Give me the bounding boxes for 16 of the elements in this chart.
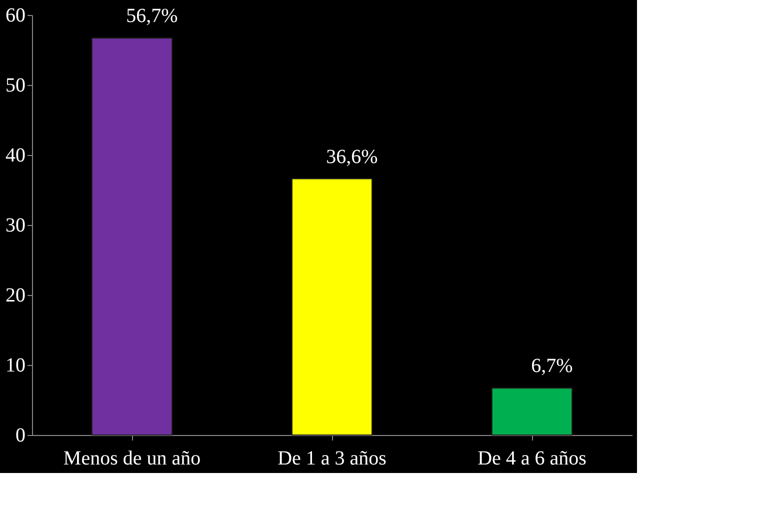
x-tick-label: Menos de un año (63, 448, 201, 470)
bar (92, 38, 172, 436)
y-tick-label: 30 (6, 214, 26, 236)
x-tick-label: De 4 a 6 años (478, 448, 587, 470)
y-tick-label: 40 (6, 144, 26, 166)
bar (292, 178, 372, 436)
x-tick-label: De 1 a 3 años (278, 448, 387, 470)
data-label: 56,7% (126, 5, 178, 28)
y-tick-label: 60 (6, 4, 26, 26)
y-tick-label: 10 (6, 354, 26, 376)
y-tick-label: 20 (6, 284, 26, 306)
data-label: 6,7% (531, 355, 573, 378)
y-tick-label: 0 (16, 424, 26, 446)
bar (492, 388, 572, 436)
data-label: 36,6% (326, 146, 378, 168)
y-tick-label: 50 (6, 74, 26, 96)
